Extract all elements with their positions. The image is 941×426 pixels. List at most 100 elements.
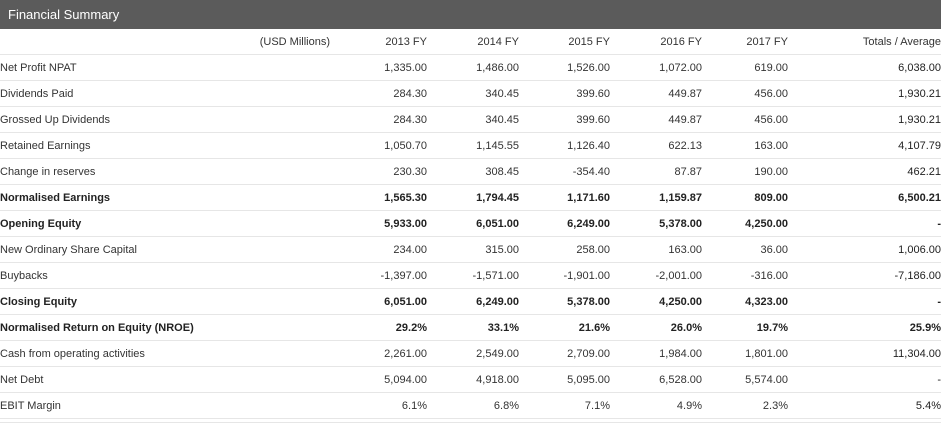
- table-row: Net Profit NPAT 1,335.00 1,486.00 1,526.00 1…: [0, 54, 941, 81]
- value-cell: 7.1%: [519, 392, 610, 419]
- value-cell: 26.0%: [610, 314, 702, 341]
- value-cell: 1,565.30: [330, 184, 427, 211]
- row-label: Normalised Earnings: [0, 184, 330, 211]
- value-cell: 1,984.00: [610, 340, 702, 367]
- row-label: Closing Equity: [0, 288, 330, 315]
- row-label: New Ordinary Share Capital: [0, 236, 330, 263]
- value-cell: 6,249.00: [519, 210, 610, 237]
- value-cell: 230.30: [330, 158, 427, 185]
- value-cell: 284.30: [330, 80, 427, 107]
- row-label: Normalised Return on Equity (NROE): [0, 314, 330, 341]
- table-row: Net Debt 5,094.00 4,918.00 5,095.00 6,528.00…: [0, 366, 941, 393]
- value-cell: 5,378.00: [610, 210, 702, 237]
- value-cell: 1,486.00: [427, 54, 519, 81]
- value-cell: 190.00: [702, 158, 788, 185]
- column-header-2013: 2013 FY: [330, 29, 427, 55]
- value-cell: 1,171.60: [519, 184, 610, 211]
- table-row: Change in reserves 230.30 308.45 -354.40 87.…: [0, 158, 941, 185]
- column-header-2017: 2017 FY: [702, 29, 788, 55]
- value-cell: 163.00: [610, 236, 702, 263]
- total-cell: 1,930.21: [788, 80, 941, 107]
- value-cell: 5,933.00: [330, 210, 427, 237]
- total-cell: 1,006.00: [788, 236, 941, 263]
- table-row: Normalised Return on Equity (NROE) 29.2% 3…: [0, 314, 941, 341]
- row-label: Grossed Up Dividends: [0, 106, 330, 133]
- column-header-2014: 2014 FY: [427, 29, 519, 55]
- total-cell: 5.4%: [788, 392, 941, 419]
- column-header-2015: 2015 FY: [519, 29, 610, 55]
- table-row: Retained Earnings 1,050.70 1,145.55 1,126.4…: [0, 132, 941, 159]
- value-cell: 33.1%: [427, 314, 519, 341]
- row-label: Net Debt: [0, 366, 330, 393]
- value-cell: 1,072.00: [610, 54, 702, 81]
- value-cell: 1,526.00: [519, 54, 610, 81]
- table-row: Normalised Earnings 1,565.30 1,794.45 1,171…: [0, 184, 941, 211]
- value-cell: 4,250.00: [702, 210, 788, 237]
- value-cell: 622.13: [610, 132, 702, 159]
- value-cell: 449.87: [610, 106, 702, 133]
- value-cell: 2,261.00: [330, 340, 427, 367]
- total-cell: 11,304.00: [788, 340, 941, 367]
- value-cell: 284.30: [330, 106, 427, 133]
- value-cell: 399.60: [519, 106, 610, 133]
- value-cell: 1,126.40: [519, 132, 610, 159]
- table-row: EBIT Margin 6.1% 6.8% 7.1% 4.9% 2.3% 5.4%: [0, 392, 941, 419]
- total-cell: -: [788, 288, 941, 315]
- total-cell: -: [788, 366, 941, 393]
- total-cell: 6,500.21: [788, 184, 941, 211]
- value-cell: 1,145.55: [427, 132, 519, 159]
- value-cell: 87.87: [610, 158, 702, 185]
- table-row: Grossed Up Dividends 284.30 340.45 399.60 44…: [0, 106, 941, 133]
- value-cell: 258.00: [519, 236, 610, 263]
- value-cell: 1,335.00: [330, 54, 427, 81]
- value-cell: 449.87: [610, 80, 702, 107]
- row-label: Dividends Paid: [0, 80, 330, 107]
- table-header-row: (USD Millions) 2013 FY 2014 FY 2015 FY 2…: [0, 29, 941, 55]
- total-cell: 462.21: [788, 158, 941, 185]
- value-cell: 619.00: [702, 54, 788, 81]
- table-row: Dividends Paid 284.30 340.45 399.60 449.87 45…: [0, 80, 941, 107]
- total-cell: 1,930.21: [788, 106, 941, 133]
- table-row: Cash from operating activities 2,261.00 2,…: [0, 340, 941, 367]
- value-cell: -2,001.00: [610, 262, 702, 289]
- value-cell: 5,574.00: [702, 366, 788, 393]
- value-cell: 19.7%: [702, 314, 788, 341]
- value-cell: 1,159.87: [610, 184, 702, 211]
- value-cell: 809.00: [702, 184, 788, 211]
- column-header-units: (USD Millions): [0, 29, 330, 55]
- value-cell: 29.2%: [330, 314, 427, 341]
- value-cell: 2,709.00: [519, 340, 610, 367]
- value-cell: 456.00: [702, 80, 788, 107]
- value-cell: 1,050.70: [330, 132, 427, 159]
- value-cell: 36.00: [702, 236, 788, 263]
- value-cell: 6.8%: [427, 392, 519, 419]
- value-cell: 4,323.00: [702, 288, 788, 315]
- value-cell: 315.00: [427, 236, 519, 263]
- row-label: Buybacks: [0, 262, 330, 289]
- value-cell: 6,051.00: [427, 210, 519, 237]
- financial-summary-table: (USD Millions) 2013 FY 2014 FY 2015 FY 2…: [0, 29, 941, 419]
- value-cell: 4,918.00: [427, 366, 519, 393]
- value-cell: -354.40: [519, 158, 610, 185]
- value-cell: 5,095.00: [519, 366, 610, 393]
- value-cell: 399.60: [519, 80, 610, 107]
- total-cell: 4,107.79: [788, 132, 941, 159]
- value-cell: 6,249.00: [427, 288, 519, 315]
- value-cell: 2.3%: [702, 392, 788, 419]
- table-bottom-divider: [0, 422, 941, 423]
- total-cell: -: [788, 210, 941, 237]
- total-cell: 6,038.00: [788, 54, 941, 81]
- value-cell: -316.00: [702, 262, 788, 289]
- row-label: Cash from operating activities: [0, 340, 330, 367]
- value-cell: 4.9%: [610, 392, 702, 419]
- value-cell: -1,397.00: [330, 262, 427, 289]
- table-row: Opening Equity 5,933.00 6,051.00 6,249.00 5,…: [0, 210, 941, 237]
- table-row: Buybacks -1,397.00 -1,571.00 -1,901.00 -2,00…: [0, 262, 941, 289]
- value-cell: 21.6%: [519, 314, 610, 341]
- row-label: Net Profit NPAT: [0, 54, 330, 81]
- value-cell: 6,528.00: [610, 366, 702, 393]
- row-label: EBIT Margin: [0, 392, 330, 419]
- value-cell: 234.00: [330, 236, 427, 263]
- column-header-totals: Totals / Average: [788, 29, 941, 55]
- value-cell: 5,094.00: [330, 366, 427, 393]
